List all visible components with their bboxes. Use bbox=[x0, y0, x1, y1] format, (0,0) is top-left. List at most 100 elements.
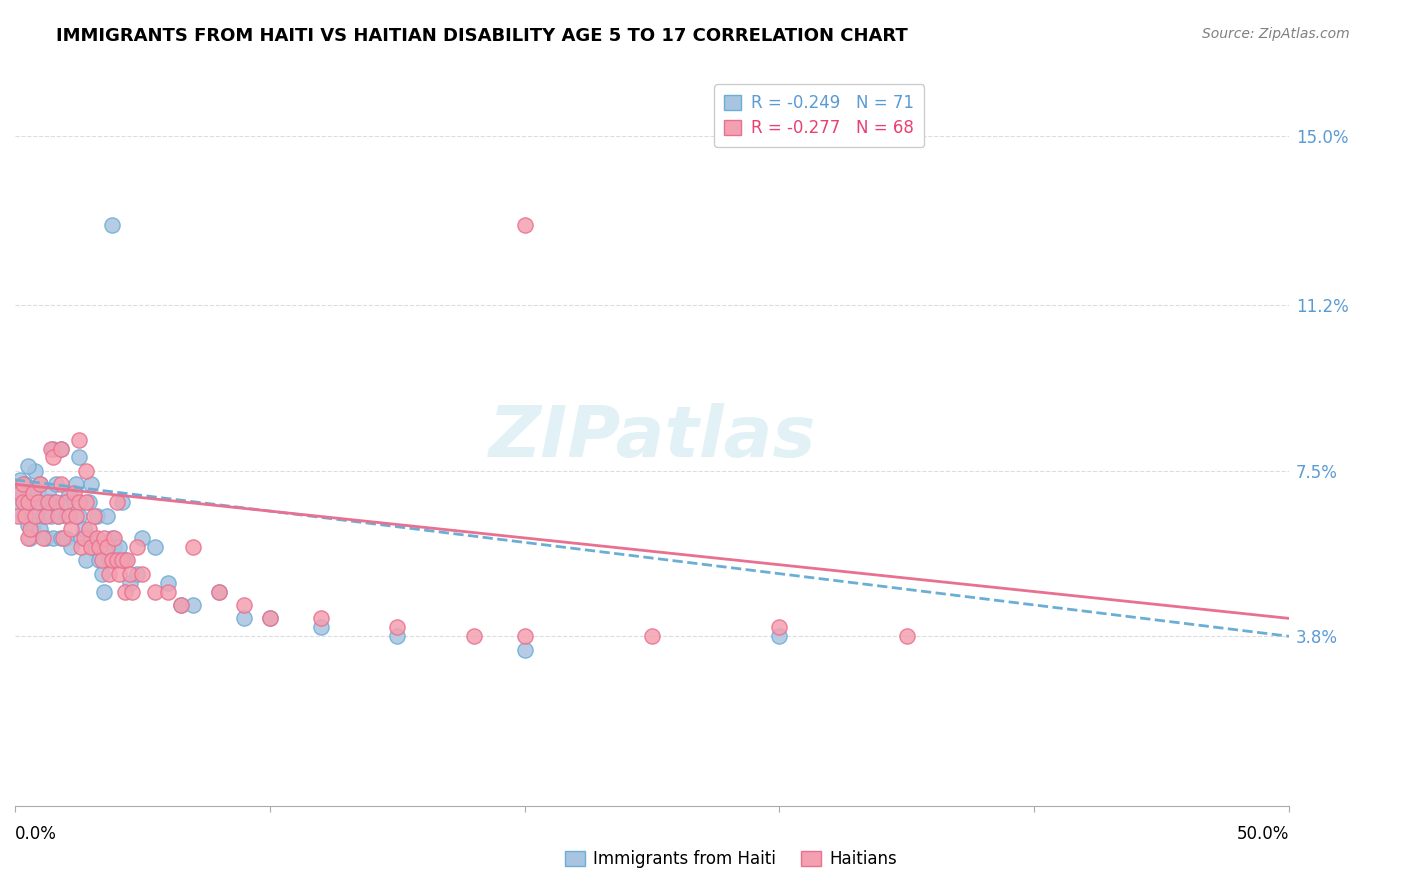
Point bbox=[105, 553, 128, 567]
Point bbox=[114, 584, 136, 599]
Point bbox=[111, 553, 134, 567]
Point bbox=[208, 584, 231, 599]
Point bbox=[65, 477, 87, 491]
Point bbox=[8, 473, 31, 487]
Text: IMMIGRANTS FROM HAITI VS HAITIAN DISABILITY AGE 5 TO 17 CORRELATION CHART: IMMIGRANTS FROM HAITI VS HAITIAN DISABIL… bbox=[56, 27, 908, 45]
Point bbox=[34, 508, 56, 523]
Point bbox=[98, 553, 121, 567]
Point bbox=[62, 495, 84, 509]
Point bbox=[11, 495, 34, 509]
Point bbox=[14, 477, 37, 491]
Point bbox=[87, 540, 110, 554]
Point bbox=[24, 495, 46, 509]
Point bbox=[387, 620, 409, 634]
Point bbox=[6, 508, 28, 523]
Point bbox=[156, 584, 179, 599]
Point bbox=[67, 508, 90, 523]
Point bbox=[58, 486, 80, 500]
Text: Source: ZipAtlas.com: Source: ZipAtlas.com bbox=[1202, 27, 1350, 41]
Point bbox=[101, 553, 124, 567]
Point bbox=[24, 508, 46, 523]
Point bbox=[90, 566, 112, 581]
Point bbox=[21, 522, 44, 536]
Point bbox=[67, 495, 90, 509]
Point bbox=[86, 531, 108, 545]
Point bbox=[103, 531, 125, 545]
Point bbox=[93, 531, 115, 545]
Point bbox=[143, 584, 166, 599]
Point bbox=[60, 522, 83, 536]
Point bbox=[55, 495, 77, 509]
Point bbox=[77, 522, 100, 536]
Point bbox=[67, 450, 90, 465]
Point bbox=[93, 584, 115, 599]
Point bbox=[233, 611, 256, 625]
Point bbox=[17, 531, 39, 545]
Point bbox=[46, 508, 69, 523]
Point bbox=[114, 553, 136, 567]
Point bbox=[58, 508, 80, 523]
Text: 50.0%: 50.0% bbox=[1237, 824, 1289, 843]
Point bbox=[127, 540, 149, 554]
Point bbox=[46, 508, 69, 523]
Point bbox=[20, 522, 42, 536]
Point bbox=[183, 540, 205, 554]
Point bbox=[30, 522, 52, 536]
Legend: Immigrants from Haiti, Haitians: Immigrants from Haiti, Haitians bbox=[558, 844, 904, 875]
Point bbox=[20, 531, 42, 545]
Point bbox=[37, 486, 59, 500]
Point bbox=[98, 566, 121, 581]
Point bbox=[34, 495, 56, 509]
Point bbox=[49, 477, 72, 491]
Point bbox=[14, 508, 37, 523]
Point bbox=[183, 598, 205, 612]
Point bbox=[73, 531, 96, 545]
Point bbox=[73, 522, 96, 536]
Point bbox=[75, 464, 97, 478]
Point bbox=[259, 611, 281, 625]
Point bbox=[55, 508, 77, 523]
Point bbox=[17, 459, 39, 474]
Point bbox=[70, 531, 93, 545]
Point bbox=[111, 495, 134, 509]
Point bbox=[80, 477, 103, 491]
Point bbox=[463, 629, 485, 643]
Point bbox=[233, 598, 256, 612]
Point bbox=[768, 629, 790, 643]
Point bbox=[8, 486, 31, 500]
Point bbox=[387, 629, 409, 643]
Point bbox=[14, 495, 37, 509]
Point bbox=[27, 486, 49, 500]
Point bbox=[75, 553, 97, 567]
Point bbox=[52, 531, 75, 545]
Point bbox=[169, 598, 191, 612]
Point bbox=[24, 464, 46, 478]
Point bbox=[37, 495, 59, 509]
Point bbox=[87, 553, 110, 567]
Point bbox=[62, 486, 84, 500]
Point bbox=[641, 629, 664, 643]
Point bbox=[49, 442, 72, 456]
Point bbox=[259, 611, 281, 625]
Point bbox=[17, 495, 39, 509]
Point bbox=[30, 477, 52, 491]
Point bbox=[108, 566, 131, 581]
Point bbox=[513, 629, 536, 643]
Point bbox=[309, 620, 332, 634]
Point bbox=[90, 553, 112, 567]
Point bbox=[115, 553, 138, 567]
Point bbox=[20, 495, 42, 509]
Point bbox=[86, 508, 108, 523]
Point bbox=[208, 584, 231, 599]
Point bbox=[83, 540, 105, 554]
Point bbox=[52, 495, 75, 509]
Point bbox=[55, 531, 77, 545]
Point bbox=[32, 531, 55, 545]
Point bbox=[39, 508, 62, 523]
Point bbox=[32, 508, 55, 523]
Point bbox=[30, 477, 52, 491]
Point bbox=[11, 477, 34, 491]
Point bbox=[131, 531, 153, 545]
Point bbox=[80, 540, 103, 554]
Point bbox=[77, 495, 100, 509]
